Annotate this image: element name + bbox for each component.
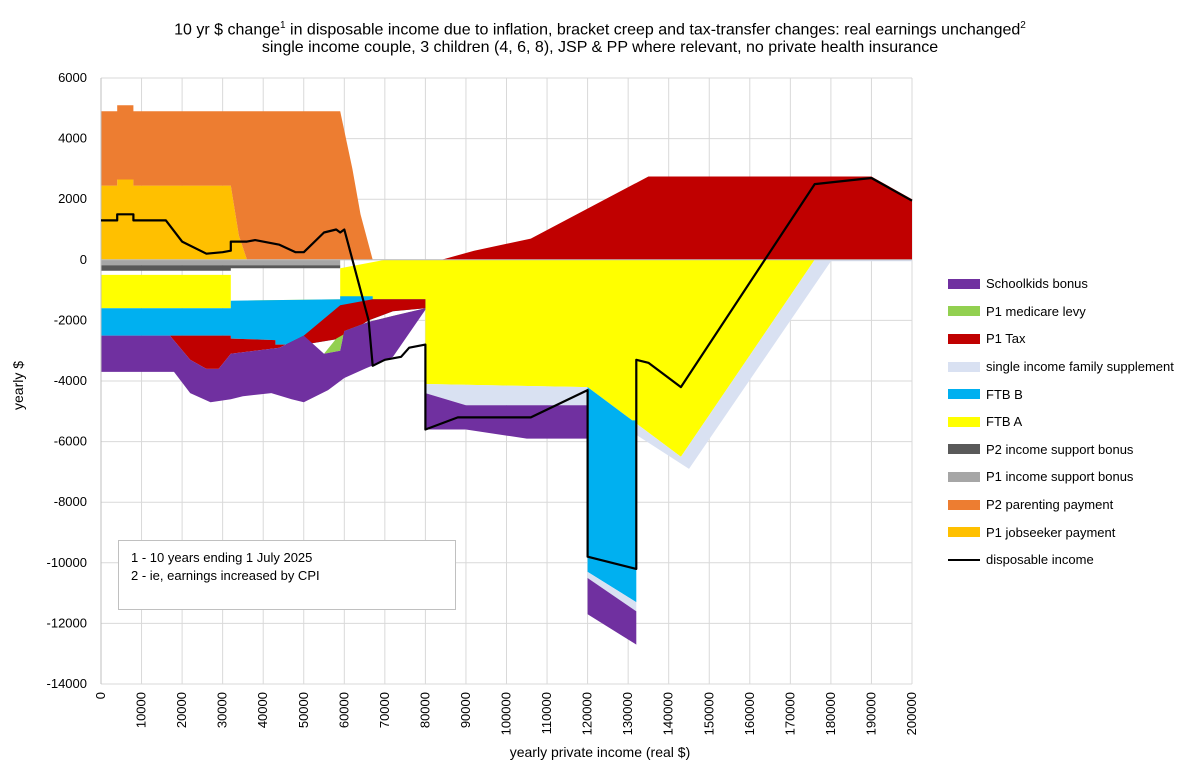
area-p2isb xyxy=(101,265,341,271)
x-tick-label: 150000 xyxy=(701,692,716,735)
area-tax xyxy=(169,299,426,369)
x-tick-label: 160000 xyxy=(742,692,757,735)
area-sifs xyxy=(425,259,912,469)
y-tick-label: 6000 xyxy=(58,70,87,85)
x-tick-label: 130000 xyxy=(620,692,635,735)
x-tick-label: 80000 xyxy=(417,692,432,728)
legend-item-p1isb: P1 income support bonus xyxy=(948,463,1198,491)
legend-item-jobseeker: P1 jobseeker payment xyxy=(948,518,1198,546)
legend-label: P1 Tax xyxy=(986,331,1026,347)
footnote-box: 1 - 10 years ending 1 July 2025 2 - ie, … xyxy=(118,540,456,610)
x-tick-label: 200000 xyxy=(904,692,919,735)
legend-item-sifs: single income family supplement xyxy=(948,353,1198,381)
area-medicare xyxy=(324,308,426,354)
line-disposable-income xyxy=(101,176,913,571)
chart-title-line1: 10 yr $ change1 in disposable income due… xyxy=(174,20,1026,39)
y-tick-label: -8000 xyxy=(54,494,87,509)
tick-labels: 6000400020000-2000-4000-6000-8000-10000-… xyxy=(47,70,919,735)
y-tick-label: -10000 xyxy=(47,555,87,570)
x-tick-label: 60000 xyxy=(336,692,351,728)
chart-title-line2: single income couple, 3 children (4, 6, … xyxy=(261,39,939,56)
legend-swatch xyxy=(948,527,980,538)
area-ftbb xyxy=(587,387,637,603)
x-tick-label: 190000 xyxy=(863,692,878,735)
legend-label: P1 jobseeker payment xyxy=(986,524,1116,540)
x-tick-label: 40000 xyxy=(255,692,270,728)
legend-item-p2isb: P2 income support bonus xyxy=(948,436,1198,464)
legend-label: single income family supplement xyxy=(986,359,1174,375)
legend-item-ftbb: FTB B xyxy=(948,380,1198,408)
area-schoolkids xyxy=(587,578,637,645)
legend-item-medicare: P1 medicare levy xyxy=(948,298,1198,326)
legend-label: FTB B xyxy=(986,386,1023,402)
legend-item-disposable: disposable income xyxy=(948,546,1198,574)
area-sifs xyxy=(587,571,637,612)
y-tick-label: 0 xyxy=(80,252,87,267)
legend-swatch xyxy=(948,416,980,427)
legend-label: Schoolkids bonus xyxy=(986,276,1088,292)
x-tick-label: 70000 xyxy=(377,692,392,728)
y-tick-label: -14000 xyxy=(47,676,87,691)
x-tick-label: 0 xyxy=(93,692,108,699)
legend-item-tax: P1 Tax xyxy=(948,325,1198,353)
x-tick-label: 180000 xyxy=(823,692,838,735)
area-jobseeker xyxy=(101,179,247,260)
x-axis-title: yearly private income (real $) xyxy=(509,744,691,760)
area-schoolkids xyxy=(425,393,588,439)
legend-swatch xyxy=(948,558,980,561)
y-tick-label: -6000 xyxy=(54,434,87,449)
legend-item-schoolkids: Schoolkids bonus xyxy=(948,270,1198,298)
y-axis-title: yearly $ xyxy=(10,360,26,410)
area-tax xyxy=(437,176,912,260)
footnote-2: 2 - ie, earnings increased by CPI xyxy=(131,568,320,583)
x-tick-label: 50000 xyxy=(296,692,311,728)
legend-swatch xyxy=(948,333,980,344)
area-schoolkids xyxy=(101,308,426,403)
x-tick-label: 110000 xyxy=(539,692,554,734)
legend-swatch xyxy=(948,389,980,400)
line-series xyxy=(101,176,913,571)
x-tick-label: 140000 xyxy=(661,692,676,735)
area-parenting xyxy=(101,105,373,260)
axes xyxy=(100,78,912,684)
legend-label: P1 medicare levy xyxy=(986,303,1086,319)
x-tick-label: 170000 xyxy=(782,692,797,735)
area-p1isb xyxy=(101,259,341,266)
y-tick-label: -4000 xyxy=(54,373,87,388)
legend-item-parenting: P2 parenting payment xyxy=(948,491,1198,519)
x-tick-label: 100000 xyxy=(499,692,514,735)
legend-label: P1 income support bonus xyxy=(986,469,1134,485)
legend-label: P2 income support bonus xyxy=(986,441,1134,457)
legend-item-ftba: FTB A xyxy=(948,408,1198,436)
x-tick-label: 120000 xyxy=(580,692,595,735)
legend-label: FTB A xyxy=(986,414,1023,430)
legend-label: disposable income xyxy=(986,552,1094,568)
x-tick-label: 30000 xyxy=(215,692,230,728)
legend-swatch xyxy=(948,306,980,317)
x-tick-label: 90000 xyxy=(458,692,473,728)
y-tick-label: 4000 xyxy=(58,131,87,146)
legend-label: P2 parenting payment xyxy=(986,497,1114,513)
legend: Schoolkids bonus P1 medicare levy P1 Tax si… xyxy=(948,270,1198,574)
legend-swatch xyxy=(948,499,980,510)
y-tick-label: -12000 xyxy=(47,615,87,630)
x-tick-label: 10000 xyxy=(134,692,149,728)
legend-swatch xyxy=(948,444,980,455)
legend-swatch xyxy=(948,471,980,482)
footnote-1: 1 - 10 years ending 1 July 2025 xyxy=(131,550,313,565)
x-tick-label: 20000 xyxy=(174,692,189,728)
y-tick-label: 2000 xyxy=(58,191,87,206)
legend-swatch xyxy=(948,278,980,289)
legend-swatch xyxy=(948,361,980,372)
y-tick-label: -2000 xyxy=(54,312,87,327)
